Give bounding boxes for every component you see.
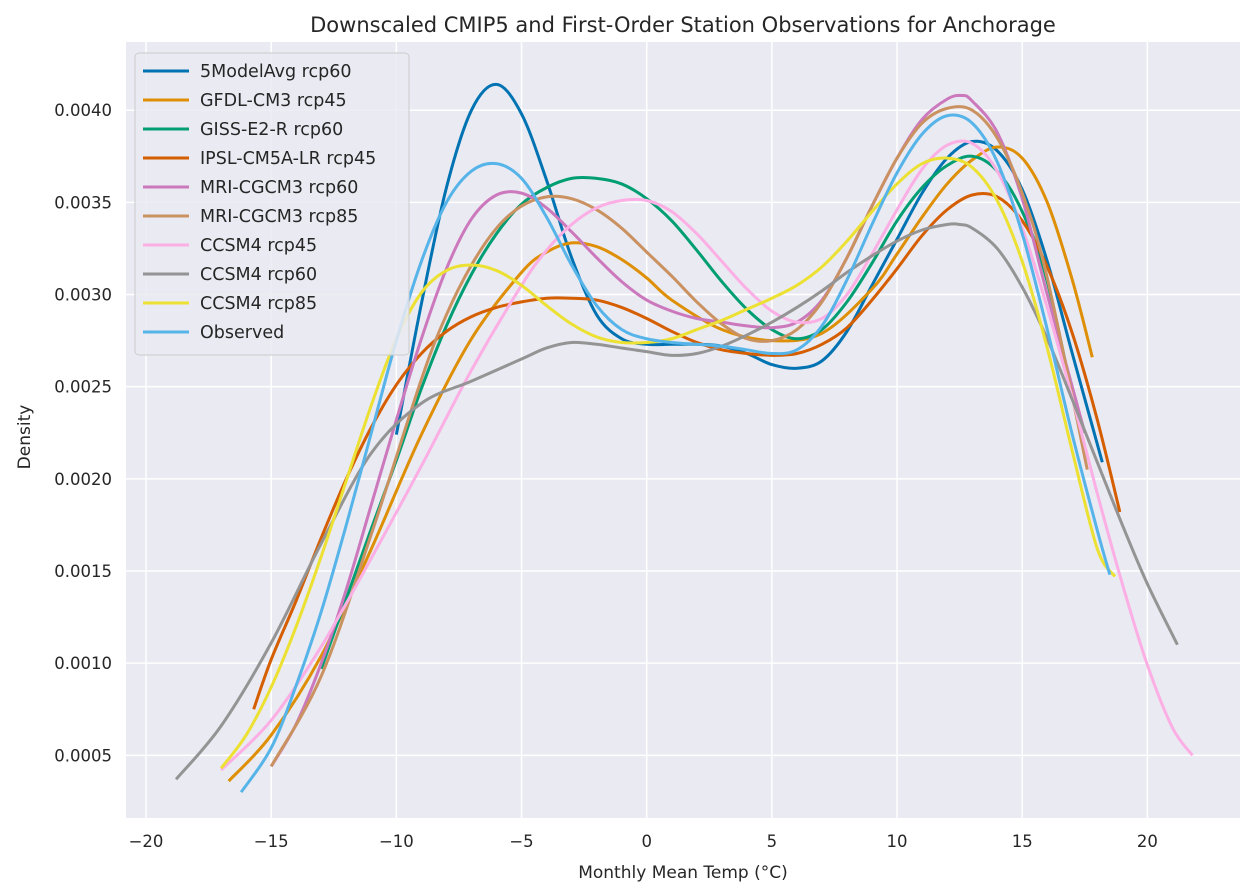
y-tick-label: 0.0040 [54, 101, 112, 120]
legend-label: CCSM4 rcp60 [200, 265, 317, 285]
legend-label: MRI-CGCM3 rcp60 [200, 178, 358, 198]
series-line-mri-cgcm3-rcp60 [269, 93, 1087, 768]
series-line-mri-cgcm3-rcp85 [269, 105, 1089, 768]
y-tick-label: 0.0035 [54, 193, 112, 212]
x-tick-label: −15 [254, 832, 289, 851]
legend-label: IPSL-CM5A-LR rcp45 [200, 149, 376, 169]
x-tick-label: 5 [767, 832, 778, 851]
y-tick-label: 0.0025 [54, 378, 112, 397]
legend-label: MRI-CGCM3 rcp85 [200, 207, 358, 227]
series-line-gfdl-cm3-rcp45 [227, 145, 1094, 783]
y-tick-label: 0.0005 [54, 746, 112, 765]
x-tick-label: 20 [1137, 832, 1158, 851]
series-line-observed [239, 113, 1112, 794]
legend-label: 5ModelAvg rcp60 [200, 62, 351, 82]
legend: 5ModelAvg rcp60 GFDL-CM3 rcp45 GISS-E2-R r… [134, 52, 410, 356]
x-tick-label: 15 [1012, 832, 1033, 851]
x-tick-label: −10 [379, 832, 414, 851]
x-tick-label: −5 [509, 832, 533, 851]
x-tick-label: 10 [887, 832, 908, 851]
y-tick-label: 0.0015 [54, 562, 112, 581]
gridlines [126, 42, 1240, 818]
y-tick-label: 0.0010 [54, 654, 112, 673]
y-tick-label: 0.0030 [54, 286, 112, 305]
legend-label: GISS-E2-R rcp60 [200, 120, 343, 140]
tick-labels: −20 −15 −10 −5 0 5 10 15 20 0.0005 0.0010 0.0015 0.0… [54, 101, 1158, 851]
x-tick-label: 0 [641, 832, 652, 851]
series-lines [174, 82, 1194, 794]
x-tick-label: −20 [129, 832, 164, 851]
legend-label: GFDL-CM3 rcp45 [200, 91, 347, 111]
y-axis-label: Density [15, 405, 35, 470]
legend-label: CCSM4 rcp85 [200, 294, 317, 314]
series-line-ipsl-cm5a-lr-rcp45 [252, 191, 1122, 710]
legend-box [134, 52, 410, 356]
chart-title: Downscaled CMIP5 and First-Order Station… [310, 13, 1056, 37]
series-line-ccsm4-rcp85 [219, 156, 1117, 770]
legend-label: CCSM4 rcp45 [200, 236, 317, 256]
y-tick-label: 0.0020 [54, 470, 112, 489]
legend-label: Observed [200, 323, 284, 343]
series-line-ccsm4-rcp60 [174, 222, 1179, 781]
x-axis-label: Monthly Mean Temp (°C) [578, 863, 788, 883]
